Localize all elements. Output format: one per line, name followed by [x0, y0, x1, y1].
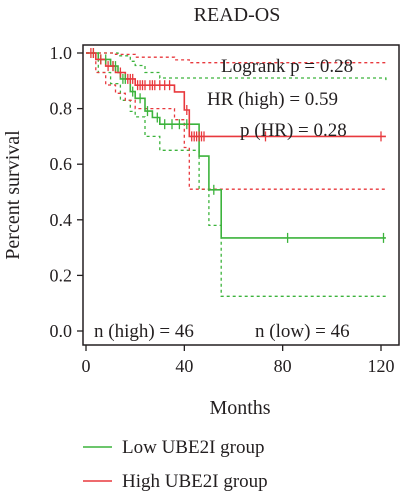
- ci-lower-low-ube2i-group: [86, 52, 386, 297]
- curve-low-ube2i-group: [86, 52, 386, 239]
- confidence-bands: [86, 52, 387, 297]
- censor-marks: [90, 48, 385, 243]
- x-axis-title: Months: [209, 397, 270, 419]
- x-tick-label: 40: [175, 356, 193, 376]
- y-tick-label: 0.6: [50, 154, 73, 174]
- y-tick-label: 0.0: [50, 321, 73, 341]
- legend-label-low: Low UBE2I group: [122, 437, 264, 458]
- plot-frame: [82, 44, 400, 346]
- x-tick-label: 120: [368, 356, 395, 376]
- y-tick-label: 1.0: [50, 43, 73, 63]
- logrank-annotation: Logrank p = 0.28: [221, 56, 353, 77]
- n-low-annotation: n (low) = 46: [255, 321, 350, 342]
- ci-upper-high-ube2i-group: [86, 52, 386, 64]
- axis-ticks: 0 40 80 120 0.0 0.2 0.4 0.6 0.8 1.0: [50, 43, 395, 376]
- legend-label-high: High UBE2I group: [122, 471, 268, 492]
- x-tick-label: 0: [82, 356, 91, 376]
- hr-annotation: HR (high) = 0.59: [207, 89, 338, 110]
- n-high-annotation: n (high) = 46: [94, 321, 194, 342]
- x-tick-label: 80: [274, 356, 292, 376]
- legend: Low UBE2I group High UBE2I group: [83, 437, 268, 492]
- chart-title: READ-OS: [194, 4, 281, 26]
- y-tick-label: 0.4: [50, 210, 73, 230]
- y-tick-label: 0.8: [50, 99, 73, 119]
- p-hr-annotation: p (HR) = 0.28: [240, 120, 347, 141]
- ci-upper-low-ube2i-group: [86, 52, 387, 81]
- ci-lower-high-ube2i-group: [86, 52, 386, 190]
- y-tick-label: 0.2: [50, 265, 73, 285]
- annotations: Logrank p = 0.28 HR (high) = 0.59 p (HR)…: [94, 56, 353, 342]
- y-axis-title: Percent survival: [2, 130, 24, 260]
- survival-curves: [86, 52, 386, 239]
